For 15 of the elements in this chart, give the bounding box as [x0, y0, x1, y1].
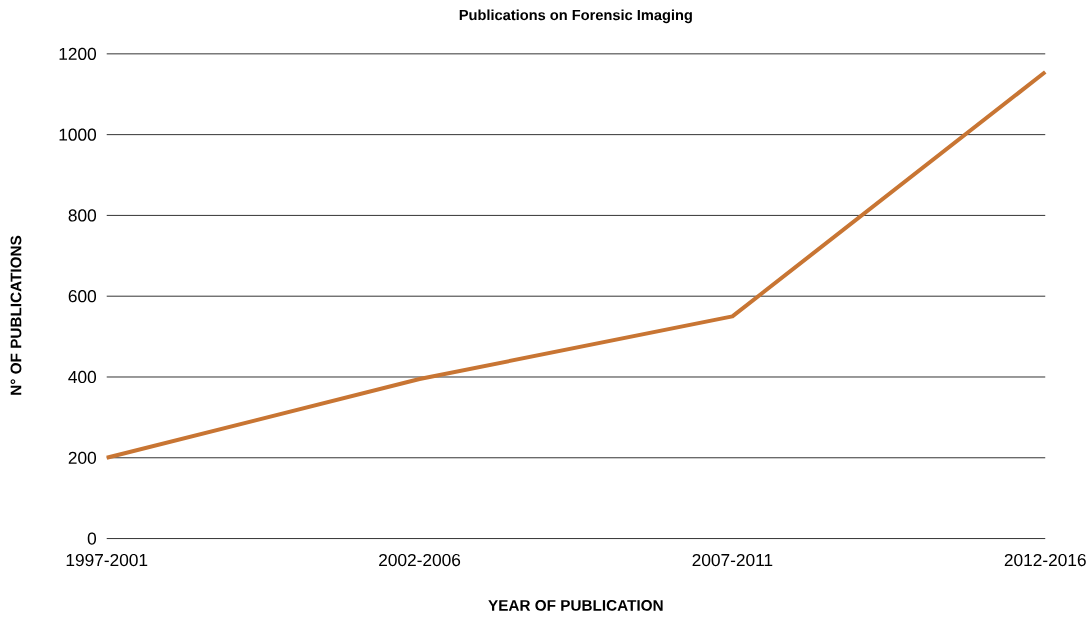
x-tick-label: 2002-2006	[379, 553, 461, 566]
y-tick-label: 200	[68, 451, 97, 464]
x-tick-label: 1997-2001	[66, 553, 148, 566]
x-axis-title: YEAR OF PUBLICATION	[488, 599, 663, 611]
y-tick-label: 0	[87, 532, 97, 545]
y-tick-label: 1200	[59, 47, 97, 60]
y-tick-label: 600	[68, 289, 97, 303]
y-tick-label: 1000	[59, 128, 97, 141]
chart-title: Publications on Forensic Imaging	[459, 9, 692, 23]
x-tick-label: 2007-2011	[692, 553, 773, 566]
y-axis-title: N° OF PUBLICATIONS	[10, 235, 22, 395]
y-tick-label: 800	[68, 209, 97, 222]
line-series	[104, 69, 1048, 460]
x-tick-label: 2012-2016	[1004, 553, 1086, 566]
y-tick-label: 400	[68, 370, 97, 383]
